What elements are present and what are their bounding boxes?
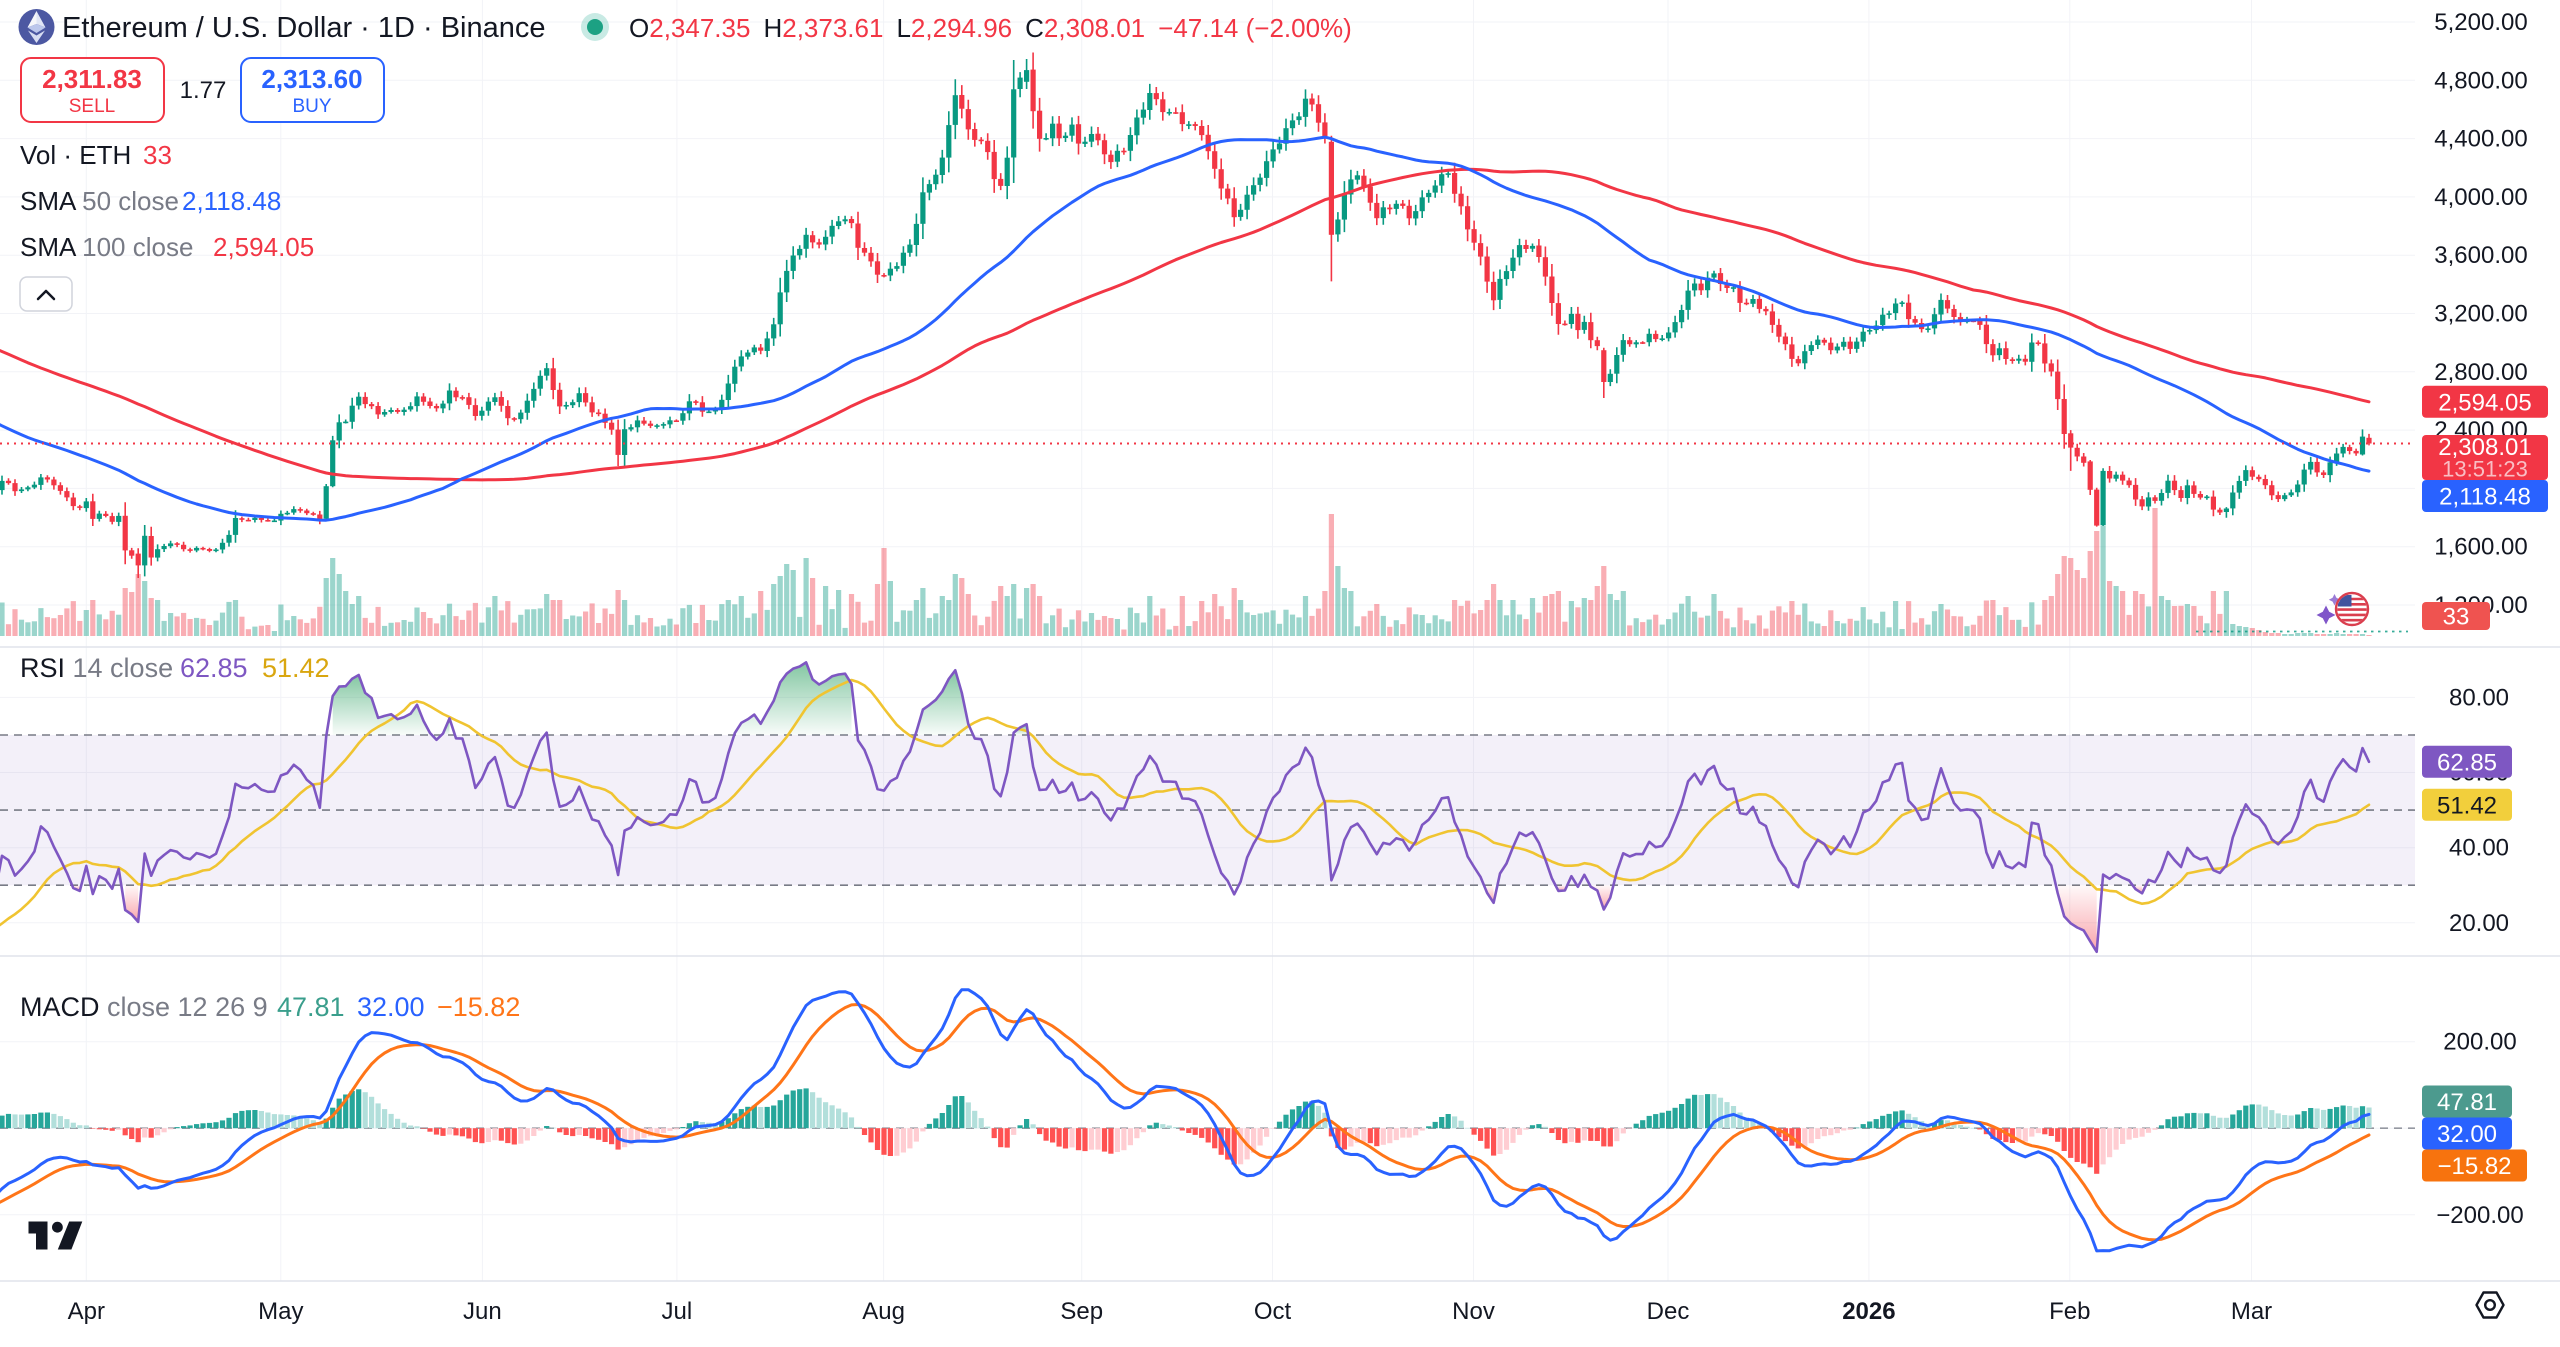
svg-text:1,600.00: 1,600.00 bbox=[2434, 534, 2527, 561]
svg-text:3,600.00: 3,600.00 bbox=[2434, 242, 2527, 269]
svg-text:2,594.05: 2,594.05 bbox=[213, 232, 314, 262]
svg-text:Vol · ETH: Vol · ETH bbox=[20, 140, 131, 170]
svg-text:RSI 14 close: RSI 14 close bbox=[20, 653, 173, 683]
svg-text:Aug: Aug bbox=[862, 1298, 905, 1325]
svg-text:SMA 100 close: SMA 100 close bbox=[20, 232, 193, 262]
svg-text:40.00: 40.00 bbox=[2449, 835, 2509, 862]
svg-text:80.00: 80.00 bbox=[2449, 684, 2509, 711]
svg-text:4,400.00: 4,400.00 bbox=[2434, 126, 2527, 153]
svg-text:Apr: Apr bbox=[68, 1298, 105, 1325]
svg-text:2,308.01: 2,308.01 bbox=[2438, 434, 2531, 461]
svg-text:O2,347.35 H2,373.61 L2,294.96: O2,347.35 H2,373.61 L2,294.96 C2,308.01 … bbox=[629, 13, 1352, 43]
svg-text:2,800.00: 2,800.00 bbox=[2434, 359, 2527, 386]
svg-text:47.81: 47.81 bbox=[277, 992, 345, 1022]
svg-text:20.00: 20.00 bbox=[2449, 910, 2509, 937]
svg-text:1.77: 1.77 bbox=[180, 77, 227, 104]
svg-text:Jul: Jul bbox=[662, 1298, 693, 1325]
svg-text:200.00: 200.00 bbox=[2443, 1029, 2516, 1056]
svg-text:Ethereum / U.S. Dollar · 1D ·: Ethereum / U.S. Dollar · 1D · Binance bbox=[62, 12, 546, 44]
svg-text:51.42: 51.42 bbox=[2437, 792, 2497, 819]
svg-text:MACD close 12 26 9: MACD close 12 26 9 bbox=[20, 992, 268, 1022]
svg-text:Sep: Sep bbox=[1060, 1298, 1103, 1325]
svg-text:Oct: Oct bbox=[1254, 1298, 1292, 1325]
svg-text:2026: 2026 bbox=[1842, 1298, 1895, 1325]
svg-text:Feb: Feb bbox=[2049, 1298, 2090, 1325]
svg-text:SMA 50 close: SMA 50 close bbox=[20, 186, 179, 216]
svg-text:5,200.00: 5,200.00 bbox=[2434, 9, 2527, 36]
svg-text:32.00: 32.00 bbox=[357, 992, 425, 1022]
svg-text:Nov: Nov bbox=[1452, 1298, 1495, 1325]
svg-text:33: 33 bbox=[2443, 604, 2470, 631]
svg-text:51.42: 51.42 bbox=[262, 653, 330, 683]
svg-text:33: 33 bbox=[143, 140, 172, 170]
svg-text:−15.82: −15.82 bbox=[437, 992, 520, 1022]
svg-text:32.00: 32.00 bbox=[2437, 1121, 2497, 1148]
svg-text:SELL: SELL bbox=[69, 96, 115, 117]
svg-text:62.85: 62.85 bbox=[180, 653, 248, 683]
svg-text:4,000.00: 4,000.00 bbox=[2434, 184, 2527, 211]
svg-text:−15.82: −15.82 bbox=[2437, 1153, 2511, 1180]
svg-text:Dec: Dec bbox=[1647, 1298, 1690, 1325]
svg-text:2,118.48: 2,118.48 bbox=[2439, 484, 2531, 511]
svg-text:May: May bbox=[258, 1298, 303, 1325]
svg-text:Jun: Jun bbox=[463, 1298, 502, 1325]
svg-text:4,800.00: 4,800.00 bbox=[2434, 67, 2527, 94]
svg-text:13:51:23: 13:51:23 bbox=[2442, 457, 2528, 482]
svg-text:Mar: Mar bbox=[2231, 1298, 2272, 1325]
svg-text:−200.00: −200.00 bbox=[2436, 1202, 2523, 1229]
svg-text:2,118.48: 2,118.48 bbox=[182, 186, 281, 216]
svg-text:47.81: 47.81 bbox=[2437, 1089, 2497, 1116]
svg-text:2,313.60: 2,313.60 bbox=[261, 64, 362, 94]
svg-text:2,311.83: 2,311.83 bbox=[42, 64, 142, 94]
svg-text:BUY: BUY bbox=[292, 96, 331, 117]
svg-text:62.85: 62.85 bbox=[2437, 750, 2497, 777]
svg-text:2,594.05: 2,594.05 bbox=[2438, 390, 2531, 417]
svg-text:3,200.00: 3,200.00 bbox=[2434, 301, 2527, 328]
